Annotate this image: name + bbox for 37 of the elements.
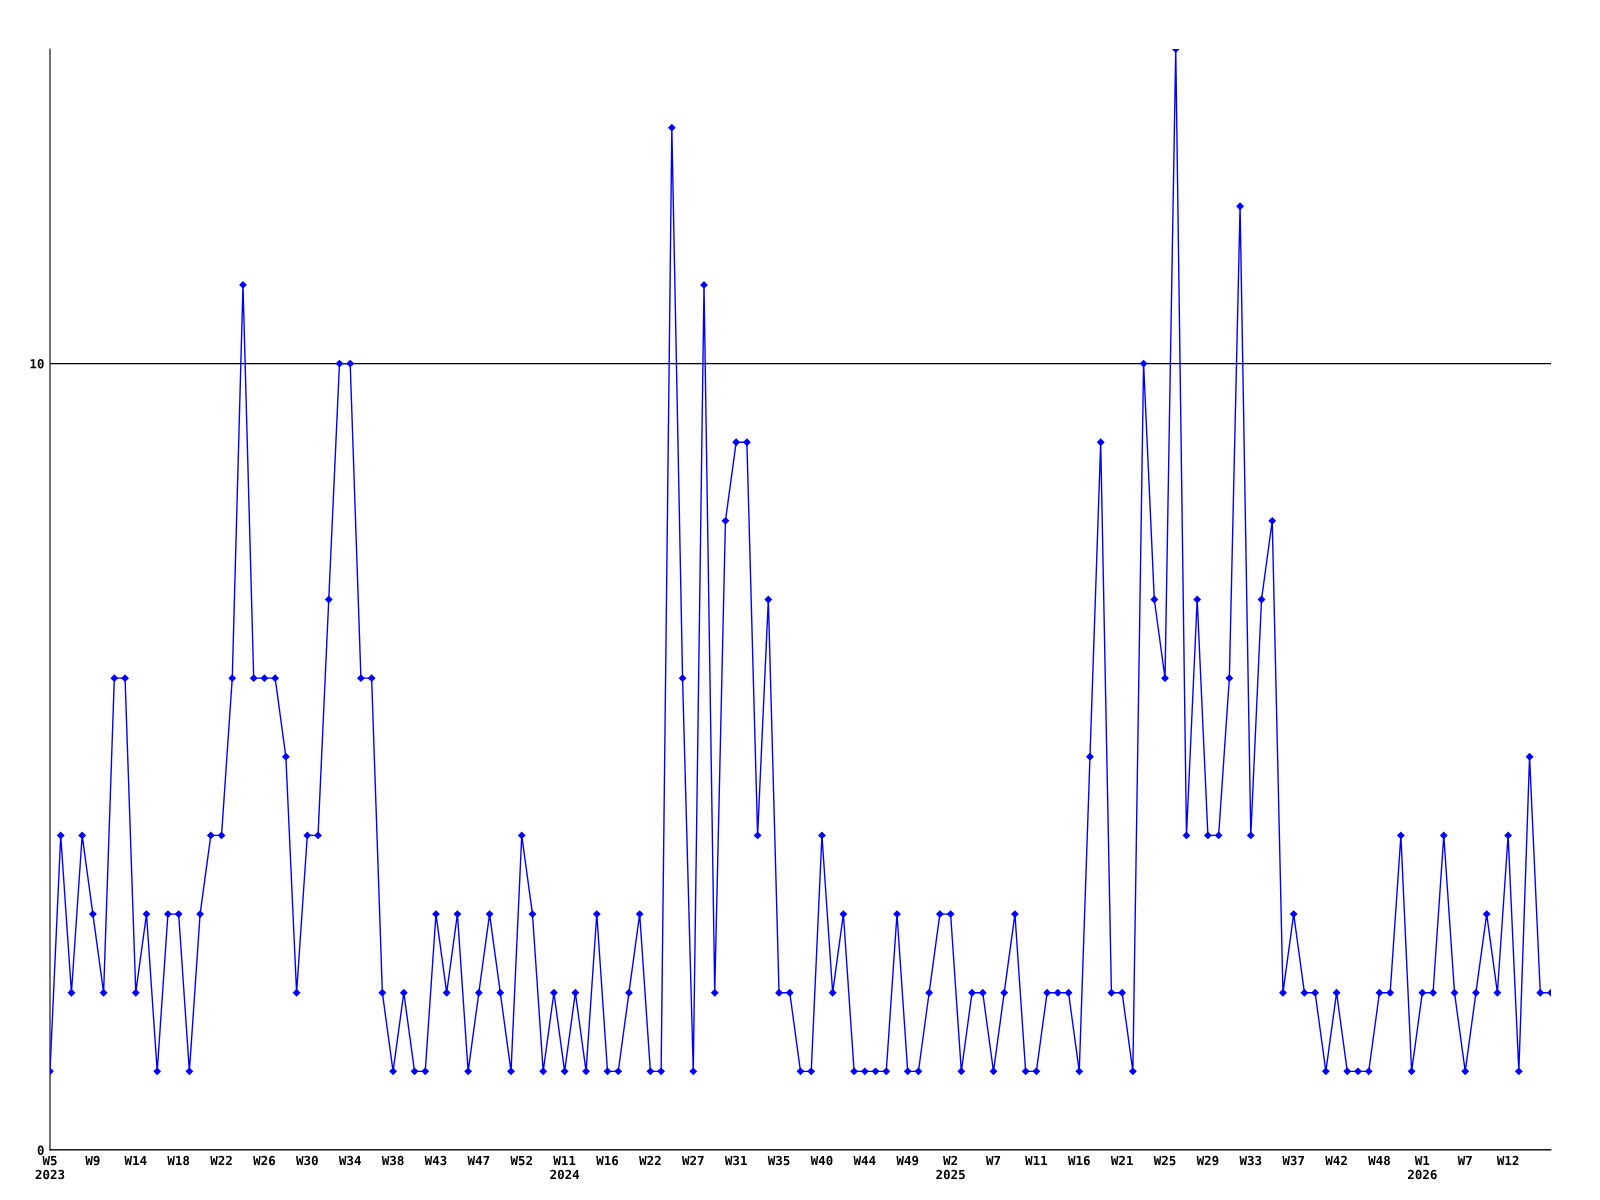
x-tick-label: W9 (85, 1155, 100, 1166)
x-tick-label: W7 (1457, 1155, 1472, 1166)
x-tick-label: W48 (1368, 1155, 1390, 1166)
x-tick-label: W2 2025 (936, 1155, 965, 1180)
x-tick-label: W42 (1325, 1155, 1347, 1166)
x-tick-label: W11 (1025, 1155, 1048, 1166)
x-tick-label: W29 (1196, 1155, 1219, 1166)
x-tick-label: W11 2024 (550, 1155, 580, 1180)
x-tick-label: W38 (381, 1155, 404, 1166)
x-tick-label: W5 2023 (35, 1155, 65, 1180)
x-tick-label: W30 (296, 1155, 318, 1166)
x-tick-label: W7 (985, 1155, 1001, 1166)
x-tick-label: W1 2026 (1407, 1155, 1437, 1180)
x-tick-label: W37 (1282, 1155, 1305, 1166)
x-tick-label: W31 (724, 1155, 747, 1166)
x-tick-label: W34 (338, 1155, 361, 1166)
x-tick-label: W44 (853, 1155, 876, 1166)
x-tick-label: W49 (896, 1155, 919, 1166)
x-tick-label: W26 (253, 1155, 276, 1166)
x-tick-label: W21 (1110, 1155, 1133, 1166)
y-tick-label: 0 (37, 1145, 44, 1155)
x-tick-label: W12 (1496, 1155, 1519, 1166)
x-tick-label: W47 (467, 1155, 490, 1166)
x-tick-label: W43 (424, 1155, 447, 1166)
x-tick-label: W27 (682, 1155, 704, 1166)
x-tick-label: W16 (1067, 1155, 1090, 1166)
x-tick-label: W35 (767, 1155, 790, 1166)
x-tick-label: W18 (167, 1155, 190, 1166)
x-tick-label: W22 (639, 1155, 661, 1166)
x-tick-label: W33 (1239, 1155, 1262, 1166)
x-tick-label: W40 (810, 1155, 833, 1166)
y-tick-label: 10 (30, 359, 44, 369)
x-tick-label: W52 (510, 1155, 532, 1166)
x-tick-label: W25 (1153, 1155, 1176, 1166)
x-tick-label: W14 (124, 1155, 147, 1166)
x-tick-label: W22 (210, 1155, 232, 1166)
x-tick-label: W16 (596, 1155, 619, 1166)
